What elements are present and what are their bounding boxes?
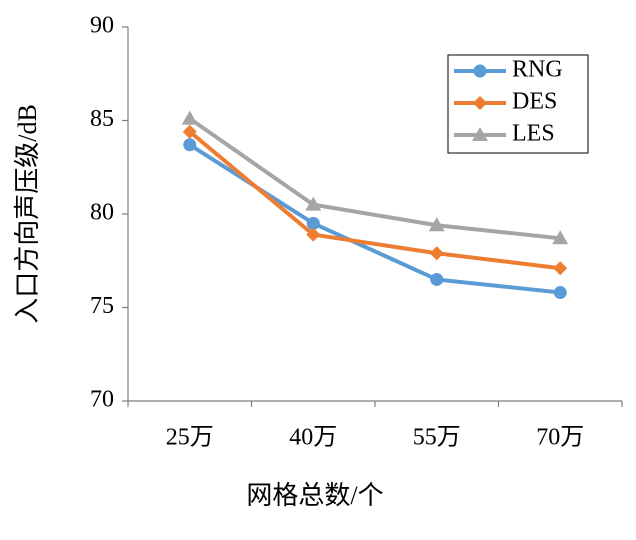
y-tick-label: 80 xyxy=(90,200,114,226)
y-axis-label: 入口方向声压级/dB xyxy=(13,104,42,324)
y-tick-label: 85 xyxy=(90,106,114,132)
series xyxy=(181,110,569,245)
marker xyxy=(473,64,487,78)
line xyxy=(188,130,561,271)
marker xyxy=(429,246,444,261)
marker xyxy=(472,127,488,141)
x-axis-label: 网格总数/个 xyxy=(246,481,383,510)
marker xyxy=(183,138,197,152)
marker xyxy=(552,230,569,245)
legend-label: LES xyxy=(512,121,555,147)
legend-label: RNG xyxy=(512,57,563,83)
x-tick-label: 40万 xyxy=(289,425,337,451)
marker xyxy=(181,110,198,125)
marker xyxy=(305,196,322,211)
legend-label: DES xyxy=(512,89,557,115)
marker xyxy=(473,96,487,110)
marker xyxy=(182,124,197,139)
marker xyxy=(306,216,320,230)
marker xyxy=(430,272,444,286)
x-tick-label: 25万 xyxy=(166,425,214,451)
marker xyxy=(428,217,445,232)
series xyxy=(183,138,567,300)
series xyxy=(182,124,568,276)
x-tick-label: 55万 xyxy=(413,425,461,451)
y-tick-label: 75 xyxy=(90,293,114,319)
x-tick-label: 70万 xyxy=(536,425,584,451)
marker xyxy=(306,227,321,242)
line xyxy=(188,143,561,295)
y-tick-label: 90 xyxy=(90,13,114,39)
marker xyxy=(553,286,567,300)
marker xyxy=(553,261,568,276)
line xyxy=(188,116,561,241)
y-tick-label: 70 xyxy=(90,387,114,413)
